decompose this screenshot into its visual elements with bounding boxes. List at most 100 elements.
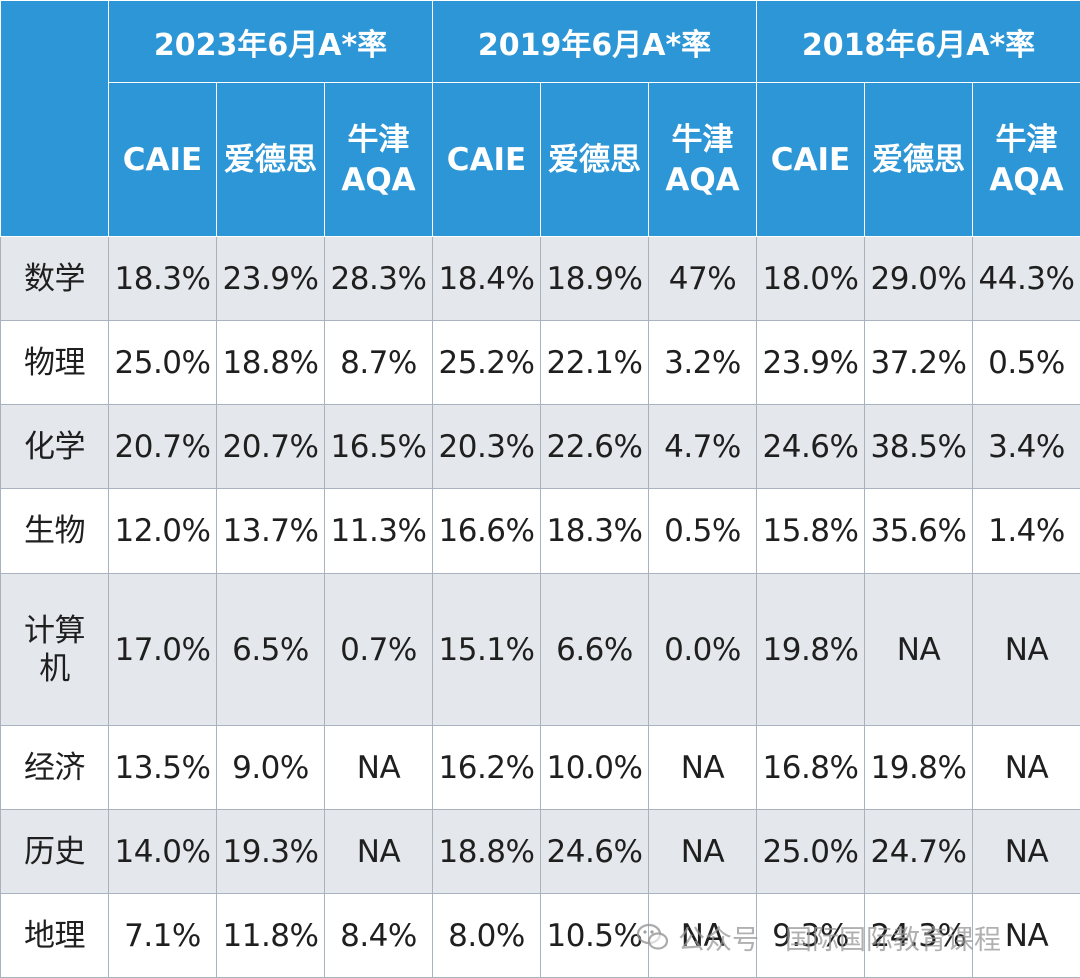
rate-cell: 24.6% (756, 404, 865, 489)
rate-cell: 10.0% (540, 725, 649, 810)
rate-cell: 47% (648, 236, 757, 321)
rate-cell: NA (648, 809, 757, 894)
provider-header: 爱德思 (540, 82, 649, 237)
provider-header: 爱德思 (216, 82, 325, 237)
rate-cell: 25.2% (432, 320, 541, 405)
rate-cell: 19.3% (216, 809, 325, 894)
table-row: 物理 25.0% 18.8% 8.7% 25.2% 22.1% 3.2% 23.… (0, 320, 1080, 405)
subject-cell: 数学 (0, 236, 109, 321)
table-row: 地理 7.1% 11.8% 8.4% 8.0% 10.5% NA 9.3% 24… (0, 893, 1080, 978)
rate-cell: NA (648, 725, 757, 810)
rate-cell: NA (972, 809, 1080, 894)
rate-cell: 18.8% (432, 809, 541, 894)
table-row: 计算机 17.0% 6.5% 0.7% 15.1% 6.6% 0.0% 19.8… (0, 573, 1080, 726)
rate-cell: 16.6% (432, 488, 541, 574)
subject-cell: 地理 (0, 893, 109, 978)
rate-cell: 29.0% (864, 236, 973, 321)
rate-cell: 15.1% (432, 573, 541, 726)
rate-cell: 0.7% (324, 573, 433, 726)
rate-cell: 23.9% (756, 320, 865, 405)
rate-cell: 18.3% (108, 236, 217, 321)
rate-cell: NA (324, 809, 433, 894)
rate-cell: 18.3% (540, 488, 649, 574)
rate-cell: 35.6% (864, 488, 973, 574)
provider-header: 牛津AQA (324, 82, 433, 237)
rate-cell: 3.4% (972, 404, 1080, 489)
rate-cell: 19.8% (864, 725, 973, 810)
rate-cell: NA (324, 725, 433, 810)
provider-header: 牛津AQA (648, 82, 757, 237)
rate-cell: 16.2% (432, 725, 541, 810)
subject-cell: 经济 (0, 725, 109, 810)
rate-cell: 8.4% (324, 893, 433, 978)
rate-cell: 6.5% (216, 573, 325, 726)
year-header-row: 2023年6月A*率 2019年6月A*率 2018年6月A*率 (0, 0, 1080, 237)
subject-cell: 化学 (0, 404, 109, 489)
rate-cell: 10.5% (540, 893, 649, 978)
rate-cell: 0.5% (648, 488, 757, 574)
rate-cell: 25.0% (108, 320, 217, 405)
provider-header: 牛津AQA (972, 82, 1080, 237)
rate-cell: 13.7% (216, 488, 325, 574)
year-header: 2018年6月A*率 (756, 0, 1080, 83)
rate-cell: 18.9% (540, 236, 649, 321)
rate-cell: 9.0% (216, 725, 325, 810)
rate-cell: 22.1% (540, 320, 649, 405)
rate-cell: 11.3% (324, 488, 433, 574)
rate-cell: 3.2% (648, 320, 757, 405)
rate-cell: 28.3% (324, 236, 433, 321)
rate-cell: 25.0% (756, 809, 865, 894)
rate-cell: 16.8% (756, 725, 865, 810)
rate-cell: 37.2% (864, 320, 973, 405)
table-row: 数学 18.3% 23.9% 28.3% 18.4% 18.9% 47% 18.… (0, 236, 1080, 321)
rate-cell: 8.0% (432, 893, 541, 978)
rate-cell: 16.5% (324, 404, 433, 489)
subject-cell: 物理 (0, 320, 109, 405)
subject-cell: 历史 (0, 809, 109, 894)
rate-cell: 8.7% (324, 320, 433, 405)
corner-cell (0, 0, 109, 237)
rate-cell: 7.1% (108, 893, 217, 978)
rate-cell: 22.6% (540, 404, 649, 489)
subject-cell: 计算机 (0, 573, 109, 726)
rate-cell: 20.3% (432, 404, 541, 489)
rate-cell: 38.5% (864, 404, 973, 489)
year-header: 2019年6月A*率 (432, 0, 757, 83)
rate-cell: 4.7% (648, 404, 757, 489)
rate-cell: 20.7% (108, 404, 217, 489)
rate-cell: 19.8% (756, 573, 865, 726)
rate-cell: 18.0% (756, 236, 865, 321)
rate-cell: 23.9% (216, 236, 325, 321)
rate-cell: NA (864, 573, 973, 726)
rate-cell: NA (972, 893, 1080, 978)
rate-cell: 0.0% (648, 573, 757, 726)
rate-cell: NA (972, 573, 1080, 726)
table-row: 历史 14.0% 19.3% NA 18.8% 24.6% NA 25.0% 2… (0, 809, 1080, 894)
provider-header-row: CAIE 爱德思 牛津AQA CAIE 爱德思 牛津AQA CAIE 爱德思 牛… (1, 82, 1080, 237)
rate-cell: 17.0% (108, 573, 217, 726)
rate-cell: 1.4% (972, 488, 1080, 574)
rate-cell: 11.8% (216, 893, 325, 978)
rate-cell: 44.3% (972, 236, 1080, 321)
rate-cell: 15.8% (756, 488, 865, 574)
provider-header: 爱德思 (864, 82, 973, 237)
rate-cell: 14.0% (108, 809, 217, 894)
rate-cell: 18.8% (216, 320, 325, 405)
rate-cell: 20.7% (216, 404, 325, 489)
rate-cell: 12.0% (108, 488, 217, 574)
rate-cell: NA (972, 725, 1080, 810)
provider-header: CAIE (756, 82, 865, 237)
rate-cell: 13.5% (108, 725, 217, 810)
rate-cell: 24.6% (540, 809, 649, 894)
table-row: 化学 20.7% 20.7% 16.5% 20.3% 22.6% 4.7% 24… (0, 404, 1080, 489)
rate-cell: 24.7% (864, 809, 973, 894)
year-header: 2023年6月A*率 (108, 0, 433, 83)
provider-header: CAIE (108, 82, 217, 237)
rate-cell: NA (648, 893, 757, 978)
rate-cell: 9.3% (756, 893, 865, 978)
rate-cell: 24.3% (864, 893, 973, 978)
table-row: 生物 12.0% 13.7% 11.3% 16.6% 18.3% 0.5% 15… (0, 488, 1080, 574)
rate-cell: 18.4% (432, 236, 541, 321)
provider-header: CAIE (432, 82, 541, 237)
